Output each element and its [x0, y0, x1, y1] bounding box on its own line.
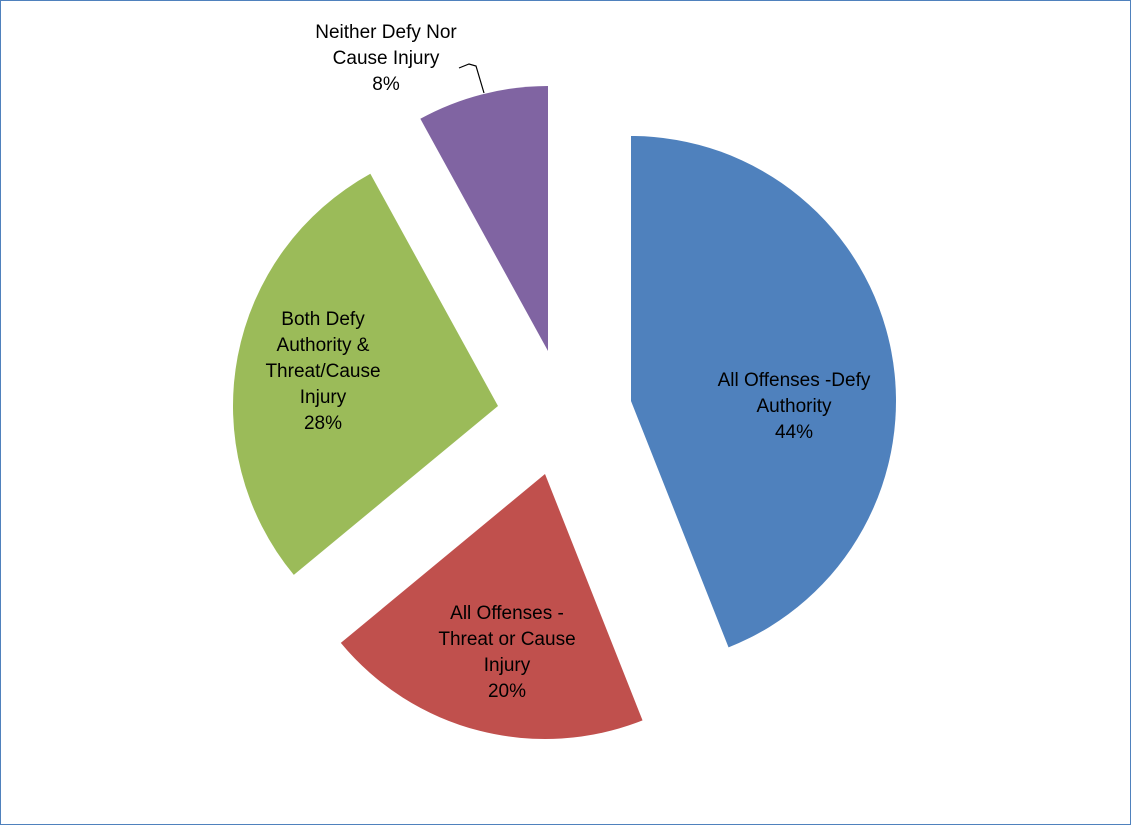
pie-slice	[631, 136, 896, 648]
slice-label: All Offenses -Defy Authority 44%	[718, 370, 871, 443]
pie-slice	[420, 86, 548, 351]
slice-label-line: Neither Defy Nor	[315, 22, 457, 43]
slice-label-line: Injury	[300, 387, 347, 408]
slice-label-line: All Offenses -Defy	[718, 370, 871, 391]
slice-label-line: Threat or Cause	[438, 629, 575, 650]
slice-percent-label: 28%	[304, 413, 342, 434]
slice-label-line: Authority	[757, 396, 832, 417]
slice-percent-label: 20%	[488, 681, 526, 702]
pie-slice	[340, 474, 643, 740]
slice-label-line: Authority &	[277, 335, 370, 356]
slice-label: Both Defy Authority & Threat/Cause Injury 28…	[265, 309, 380, 434]
slice-label-line: Both Defy	[281, 309, 365, 330]
slice-label: All Offenses - Threat or Cause Injury 20%	[438, 603, 575, 702]
leader-line	[458, 63, 485, 94]
slice-label: Neither Defy Nor Cause Injury 8%	[315, 22, 457, 95]
slice-label-line: Cause Injury	[333, 48, 440, 69]
slice-percent-label: 8%	[372, 74, 400, 95]
slice-label-line: Threat/Cause	[265, 361, 380, 382]
slice-percent-label: 44%	[775, 422, 813, 443]
pie-slice	[232, 173, 499, 575]
slice-label-line: Injury	[484, 655, 531, 676]
slice-label-line: All Offenses -	[450, 603, 564, 624]
